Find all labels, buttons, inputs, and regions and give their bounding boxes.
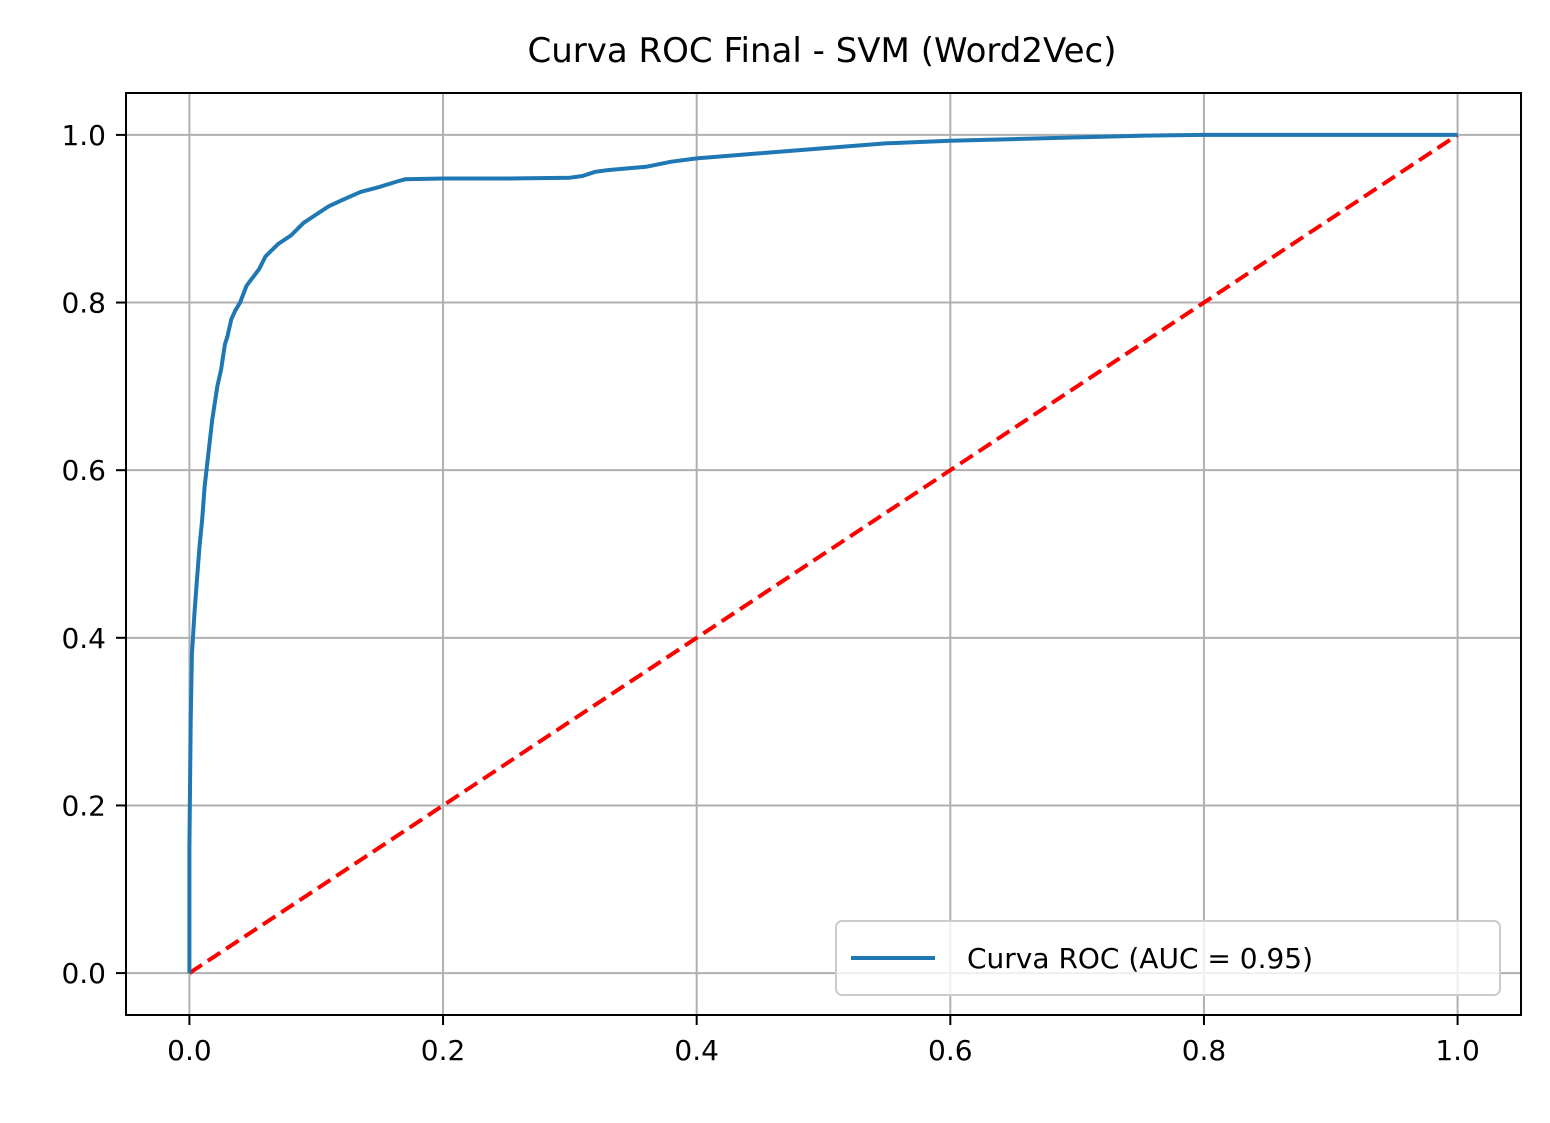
random-baseline-line [188, 133, 1459, 975]
legend-label-roc: Curva ROC (AUC = 0.95) [967, 942, 1313, 975]
chart-title: Curva ROC Final - SVM (Word2Vec) [528, 31, 1117, 71]
x-tick-label: 0.4 [674, 1034, 719, 1067]
x-tick-label: 0.0 [167, 1034, 212, 1067]
y-tick-label: 0.6 [61, 454, 106, 487]
legend: Curva ROC (AUC = 0.95) [835, 920, 1501, 996]
y-tick-label: 0.0 [61, 957, 106, 990]
roc-curve-line [187, 132, 1458, 974]
x-tick-label: 1.0 [1435, 1034, 1480, 1067]
x-tick-label: 0.2 [421, 1034, 466, 1067]
legend-box [835, 920, 1501, 996]
x-tick-label: 0.6 [928, 1034, 973, 1067]
x-tick-label: 0.8 [1182, 1034, 1227, 1067]
y-tick-label: 0.8 [61, 287, 106, 320]
series-layer [187, 132, 1459, 975]
axis-ticks: 0.0 0.2 0.4 0.6 0.8 1.0 0.0 0.2 0.4 0.6 0.8 1.0 [61, 119, 1479, 1067]
y-tick-label: 0.2 [61, 789, 106, 822]
grid-lines [126, 93, 1521, 1015]
y-tick-label: 1.0 [61, 119, 106, 152]
y-tick-label: 0.4 [61, 622, 106, 655]
plot-frame [125, 92, 1522, 1016]
